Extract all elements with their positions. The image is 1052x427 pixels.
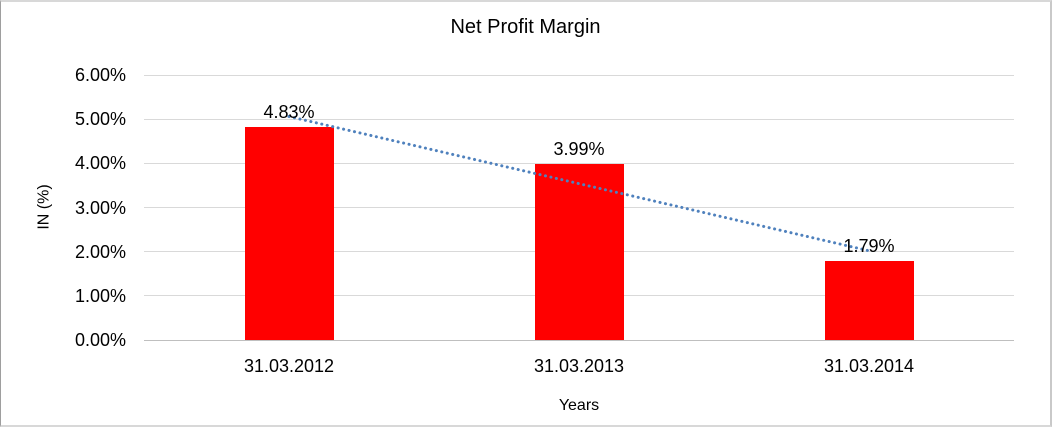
x-axis-title: Years <box>558 397 600 414</box>
x-tick-label-31.03.2012: 31.03.2012 <box>243 356 335 376</box>
y-tick-label: 1.00% <box>74 285 126 306</box>
y-tick-label: 2.00% <box>74 241 126 262</box>
x-tick-label-31.03.2014: 31.03.2014 <box>823 356 915 376</box>
plot-area: 4.83% 3.99% 1.79% <box>144 74 1014 341</box>
y-tick-label: 4.00% <box>74 153 126 174</box>
bar-31.03.2012 <box>244 126 334 340</box>
gridline <box>144 74 1014 76</box>
data-label-31.03.2012: 4.83% <box>263 101 315 122</box>
bar-31.03.2014 <box>824 260 914 340</box>
chart-title: Net Profit Margin <box>450 16 601 38</box>
data-label-31.03.2014: 1.79% <box>843 235 895 256</box>
y-axis-tick-labels: 0.00% 1.00% 2.00% 3.00% 4.00% 5.00% 6.00% <box>1 65 126 350</box>
y-tick-label: 3.00% <box>74 197 126 218</box>
x-axis-line <box>144 339 1014 341</box>
data-label-31.03.2013: 3.99% <box>553 138 605 159</box>
y-tick-label: 5.00% <box>74 109 126 130</box>
bar-31.03.2013 <box>534 163 624 340</box>
x-axis-tick-labels: 31.03.2012 31.03.2013 31.03.2014 <box>144 355 1014 379</box>
y-tick-label: 0.00% <box>74 330 126 350</box>
y-tick-label: 6.00% <box>74 65 126 85</box>
x-tick-label-31.03.2013: 31.03.2013 <box>533 356 625 376</box>
